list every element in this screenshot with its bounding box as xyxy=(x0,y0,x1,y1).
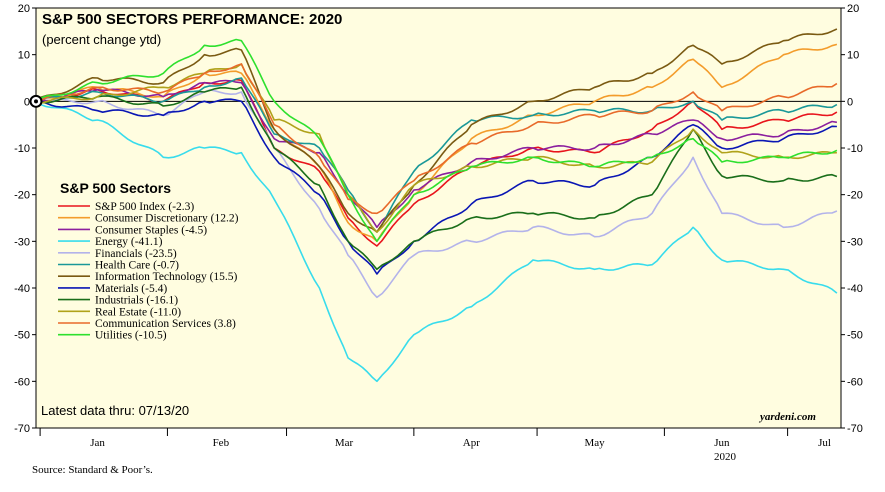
series-line xyxy=(35,43,838,243)
y-tick-label-right: -30 xyxy=(847,236,863,248)
plot-area xyxy=(35,7,842,429)
legend-label: Real Estate (-11.0) xyxy=(95,306,181,318)
y-tick-label-right: -60 xyxy=(847,376,863,388)
y-tick-label-right: -50 xyxy=(847,330,863,342)
legend-items: S&P 500 Index (-2.3)Consumer Discretiona… xyxy=(58,201,239,342)
x-tick-label: Apr xyxy=(463,437,480,449)
start-marker-dot xyxy=(34,99,38,104)
y-tick-label-left: -50 xyxy=(14,330,30,342)
y-tick-label-left: -30 xyxy=(14,236,30,248)
x-tick-label: Jan xyxy=(90,437,105,449)
y-tick-label-right: -40 xyxy=(847,283,863,295)
legend-label: Financials (-23.5) xyxy=(95,248,177,260)
series-line xyxy=(35,98,837,275)
y-tick-label-right: 10 xyxy=(847,50,859,62)
latest-data-note: Latest data thru: 07/13/20 xyxy=(41,403,189,418)
chart-subtitle: (percent change ytd) xyxy=(42,32,161,47)
y-tick-label-right: -70 xyxy=(847,423,863,435)
chart-title: S&P 500 SECTORS PERFORMANCE: 2020 xyxy=(42,11,342,28)
x-tick-label: Jul xyxy=(818,437,831,449)
y-tick-label-right: 20 xyxy=(847,3,859,15)
y-tick-label-left: -70 xyxy=(14,423,30,435)
brand-label: yardeni.com xyxy=(758,411,816,423)
legend-label: Consumer Staples (-4.5) xyxy=(95,224,207,236)
legend-label: Communication Services (3.8) xyxy=(95,318,236,330)
x-axis: Jan Feb Mar Apr May Jun Jul xyxy=(39,428,831,449)
series-line xyxy=(35,63,838,215)
y-tick-label-right: -10 xyxy=(847,143,863,155)
start-marker xyxy=(29,94,43,108)
year-label: 2020 xyxy=(714,451,737,463)
y-axis-right: 20 10 0 -10 -20 -30 -40 -50 -60 -70 xyxy=(841,3,863,435)
legend-label: Utilities (-10.5) xyxy=(95,330,167,342)
series-line xyxy=(35,79,838,229)
series-line xyxy=(35,100,838,383)
y-tick-label-left: -10 xyxy=(14,143,30,155)
y-tick-label-left: 10 xyxy=(18,50,30,62)
x-tick-label: Feb xyxy=(213,437,230,449)
legend-label: Energy (-41.1) xyxy=(95,236,163,248)
y-tick-label-left: -40 xyxy=(14,283,30,295)
y-tick-label-right: 0 xyxy=(847,96,853,108)
series-line xyxy=(35,77,838,233)
x-tick-label: Mar xyxy=(335,437,354,449)
y-tick-label-left: 0 xyxy=(24,96,30,108)
legend-label: Consumer Discretionary (12.2) xyxy=(95,213,239,225)
legend-label: S&P 500 Index (-2.3) xyxy=(95,201,194,213)
legend-label: Materials (-5.4) xyxy=(95,283,167,295)
series-line xyxy=(35,38,838,243)
y-tick-label-left: -60 xyxy=(14,376,30,388)
legend-label: Industrials (-16.1) xyxy=(95,295,178,307)
series-lines xyxy=(35,28,838,383)
series-line xyxy=(35,28,838,233)
y-tick-label-left: -20 xyxy=(14,190,30,202)
y-axis-left: 20 10 0 -10 -20 -30 -40 -50 -60 -70 xyxy=(14,3,36,435)
legend-title: S&P 500 Sectors xyxy=(60,180,171,196)
legend-label: Health Care (-0.7) xyxy=(95,260,179,272)
series-line xyxy=(35,78,838,247)
source-note: Source: Standard & Poor’s. xyxy=(32,464,153,476)
x-tick-label: Jun xyxy=(714,437,730,449)
legend: S&P 500 Sectors S&P 500 Index (-2.3)Cons… xyxy=(58,180,239,342)
y-tick-label-left: 20 xyxy=(18,3,30,15)
x-tick-label: May xyxy=(584,437,605,449)
y-tick-label-right: -20 xyxy=(847,190,863,202)
legend-label: Information Technology (15.5) xyxy=(95,271,238,283)
series-line xyxy=(35,63,837,233)
